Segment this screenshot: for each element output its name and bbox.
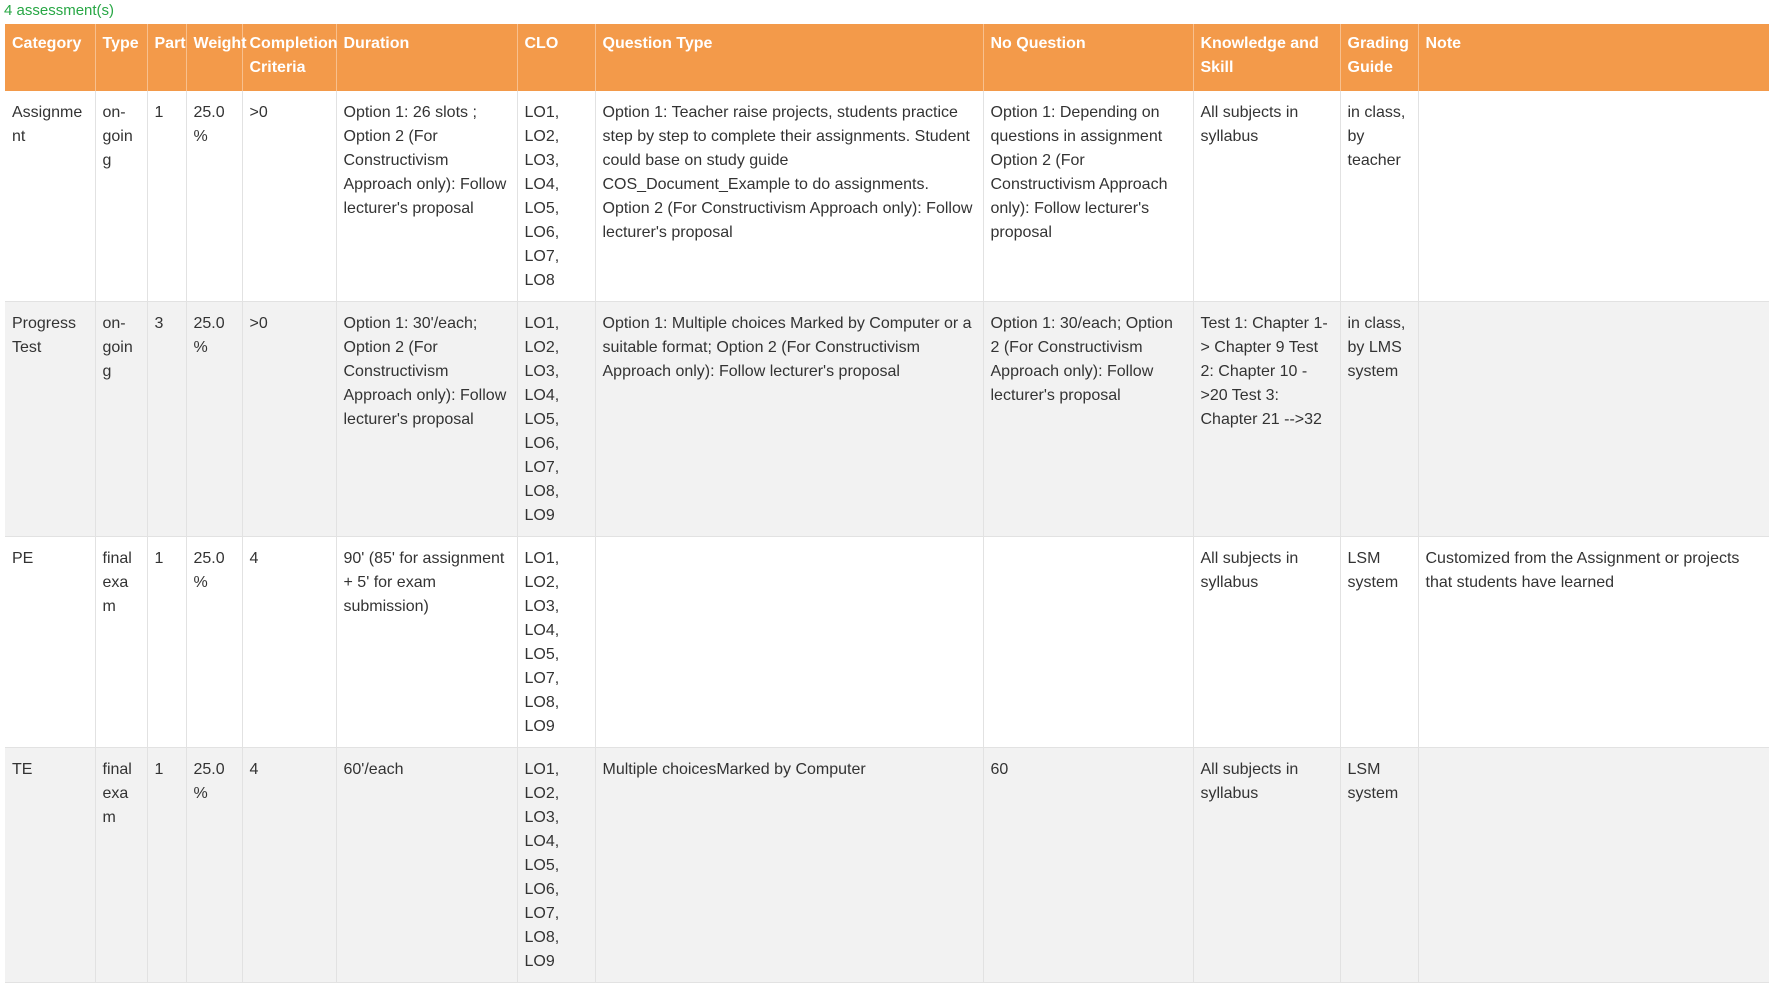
cell-no-question — [983, 536, 1194, 748]
cell-category: Assignment — [5, 91, 96, 302]
cell-duration: 90' (85' for assignment + 5' for exam su… — [336, 536, 518, 748]
header-question-type: Question Type — [595, 24, 984, 91]
cell-grading-guide: in class, by LMS system — [1340, 301, 1419, 537]
cell-weight: 25.0% — [186, 536, 243, 748]
cell-completion-criteria: >0 — [242, 301, 337, 537]
header-note: Note — [1418, 24, 1769, 91]
cell-grading-guide: LSM system — [1340, 747, 1419, 983]
cell-duration: Option 1: 30'/each; Option 2 (For Constr… — [336, 301, 518, 537]
cell-knowledge-and-skill: All subjects in syllabus — [1193, 91, 1341, 302]
table-header: Category Type Part Weight Completion Cri… — [5, 24, 1769, 91]
header-weight: Weight — [186, 24, 247, 91]
table-row: TE final exam 1 25.0% 4 60'/each LO1, LO… — [5, 747, 1769, 983]
cell-part: 3 — [147, 301, 187, 537]
cell-part: 1 — [147, 536, 187, 748]
cell-question-type: Option 1: Multiple choices Marked by Com… — [595, 301, 984, 537]
cell-completion-criteria: 4 — [242, 747, 337, 983]
cell-part: 1 — [147, 91, 187, 302]
cell-no-question: Option 1: 30/each; Option 2 (For Constru… — [983, 301, 1194, 537]
cell-type: final exam — [95, 536, 148, 748]
cell-note — [1418, 747, 1769, 983]
cell-category: PE — [5, 536, 96, 748]
header-no-question: No Question — [983, 24, 1194, 91]
cell-note: Customized from the Assignment or projec… — [1418, 536, 1769, 748]
cell-category: TE — [5, 747, 96, 983]
cell-completion-criteria: >0 — [242, 91, 337, 302]
cell-question-type: Option 1: Teacher raise projects, studen… — [595, 91, 984, 302]
cell-duration: Option 1: 26 slots ; Option 2 (For Const… — [336, 91, 518, 302]
header-grading-guide: Grading Guide — [1340, 24, 1419, 91]
cell-weight: 25.0% — [186, 91, 243, 302]
cell-clo: LO1, LO2, LO3, LO4, LO5, LO6, LO7, LO8 — [517, 91, 596, 302]
header-row: Category Type Part Weight Completion Cri… — [5, 24, 1769, 91]
cell-question-type — [595, 536, 984, 748]
cell-weight: 25.0% — [186, 301, 243, 537]
cell-knowledge-and-skill: All subjects in syllabus — [1193, 536, 1341, 748]
cell-clo: LO1, LO2, LO3, LO4, LO5, LO6, LO7, LO8, … — [517, 747, 596, 983]
header-clo: CLO — [517, 24, 596, 91]
table-row: PE final exam 1 25.0% 4 90' (85' for ass… — [5, 536, 1769, 748]
assessment-count: 4 assessment(s) — [4, 2, 115, 19]
assessment-table: Category Type Part Weight Completion Cri… — [5, 24, 1769, 983]
cell-no-question: Option 1: Depending on questions in assi… — [983, 91, 1194, 302]
cell-duration: 60'/each — [336, 747, 518, 983]
cell-question-type: Multiple choicesMarked by Computer — [595, 747, 984, 983]
cell-note — [1418, 91, 1769, 302]
table-row: Progress Test on-going 3 25.0% >0 Option… — [5, 301, 1769, 537]
header-completion-criteria: Completion Criteria — [242, 24, 338, 91]
cell-type: final exam — [95, 747, 148, 983]
cell-no-question: 60 — [983, 747, 1194, 983]
table-row: Assignment on-going 1 25.0% >0 Option 1:… — [5, 91, 1769, 302]
cell-knowledge-and-skill: Test 1: Chapter 1-> Chapter 9 Test 2: Ch… — [1193, 301, 1341, 537]
cell-grading-guide: in class, by teacher — [1340, 91, 1419, 302]
cell-part: 1 — [147, 747, 187, 983]
cell-knowledge-and-skill: All subjects in syllabus — [1193, 747, 1341, 983]
cell-type: on-going — [95, 301, 148, 537]
cell-type: on-going — [95, 91, 148, 302]
header-part: Part — [147, 24, 187, 91]
cell-note — [1418, 301, 1769, 537]
cell-clo: LO1, LO2, LO3, LO4, LO5, LO6, LO7, LO8, … — [517, 301, 596, 537]
cell-completion-criteria: 4 — [242, 536, 337, 748]
header-type: Type — [95, 24, 148, 91]
cell-weight: 25.0% — [186, 747, 243, 983]
cell-clo: LO1, LO2, LO3, LO4, LO5, LO7, LO8, LO9 — [517, 536, 596, 748]
cell-category: Progress Test — [5, 301, 96, 537]
table-body: Assignment on-going 1 25.0% >0 Option 1:… — [5, 91, 1769, 983]
header-category: Category — [5, 24, 96, 91]
cell-grading-guide: LSM system — [1340, 536, 1419, 748]
header-duration: Duration — [336, 24, 518, 91]
header-knowledge-and-skill: Knowledge and Skill — [1193, 24, 1341, 91]
